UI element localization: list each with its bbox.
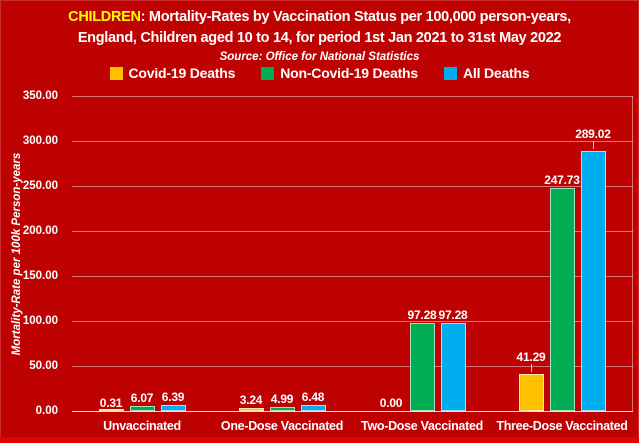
category-label-two-dose-vaccinated: Two-Dose Vaccinated: [361, 419, 483, 433]
y-axis-tick-label: 200.00: [22, 225, 58, 237]
bar-all-deaths-two-dose-vaccinated: [440, 323, 466, 411]
chart-source-line: Source: Office for National Statistics: [219, 51, 420, 63]
value-label: 6.07: [130, 390, 154, 405]
chart-title-line1: CHILDREN: Mortality-Rates by Vaccination…: [0, 8, 639, 26]
bar-non-covid-19-deaths-unvaccinated: [129, 405, 155, 411]
gridline: [72, 276, 633, 277]
y-axis-tick-label: 50.00: [29, 360, 58, 372]
bar-non-covid-19-deaths-three-dose-vaccinated: [549, 188, 575, 411]
bar-covid-19-deaths-three-dose-vaccinated: [518, 373, 544, 411]
bar-covid-19-deaths-unvaccinated: [98, 409, 124, 411]
category-label-three-dose-vaccinated: Three-Dose Vaccinated: [496, 419, 628, 433]
y-axis-tick-label: 0.00: [35, 405, 58, 417]
value-label: 289.02: [575, 126, 611, 141]
legend-label: Covid-19 Deaths: [128, 65, 236, 81]
plot-right-border: [632, 96, 633, 411]
legend-swatch-icon: [444, 66, 457, 80]
legend-swatch-icon: [109, 66, 123, 80]
legend-label: All Deaths: [463, 65, 530, 81]
legend-item-covid-19-deaths: Covid-19 Deaths: [109, 65, 236, 81]
legend-label: Non-Covid-19 Deaths: [280, 65, 418, 81]
value-label: 41.29: [516, 349, 546, 364]
value-label-leader-line: [531, 363, 532, 372]
category-label-one-dose-vaccinated: One-Dose Vaccinated: [220, 419, 344, 433]
value-label: 247.73: [544, 173, 580, 188]
value-label: 6.48: [301, 390, 325, 405]
bar-all-deaths-unvaccinated: [160, 405, 186, 411]
legend-item-non-covid-19-deaths: Non-Covid-19 Deaths: [261, 65, 418, 81]
gridline: [72, 321, 633, 322]
chart-title-highlight: CHILDREN: [68, 9, 141, 25]
bar-all-deaths-three-dose-vaccinated: [580, 150, 606, 411]
value-label: 97.28: [438, 308, 468, 323]
bar-covid-19-deaths-one-dose-vaccinated: [238, 408, 264, 411]
legend-swatch-icon: [261, 66, 275, 80]
value-label-leader-line: [593, 140, 594, 149]
x-axis-line: [72, 411, 633, 412]
value-label: 97.28: [407, 308, 437, 323]
gridline: [72, 186, 633, 187]
y-axis-tick-label: 150.00: [22, 270, 58, 282]
y-axis-tick-label: 250.00: [22, 180, 58, 192]
bar-all-deaths-one-dose-vaccinated: [300, 405, 326, 411]
y-axis-tick-label: 100.00: [22, 315, 58, 327]
chart-title-line1-rest: : Mortality-Rates by Vaccination Status …: [140, 9, 571, 25]
gridline: [72, 366, 633, 367]
chart-header: CHILDREN: Mortality-Rates by Vaccination…: [0, 0, 639, 64]
y-axis-title: Mortality-Rate per 100k Person-years: [11, 152, 23, 356]
value-label: 4.99: [270, 391, 294, 406]
category-label-unvaccinated: Unvaccinated: [103, 419, 181, 433]
bar-non-covid-19-deaths-two-dose-vaccinated: [409, 323, 435, 411]
gridline: [72, 231, 633, 232]
chart-title-line2: England, Children aged 10 to 14, for per…: [77, 30, 562, 46]
gridline: [72, 141, 633, 142]
bar-non-covid-19-deaths-one-dose-vaccinated: [269, 406, 295, 411]
value-label: 0.31: [99, 395, 123, 410]
y-axis-tick-label: 350.00: [22, 90, 58, 102]
value-label: 0.00: [379, 396, 403, 410]
y-axis-tick-label: 300.00: [22, 135, 58, 147]
gridline: [72, 96, 633, 97]
value-label: 3.24: [239, 393, 263, 408]
value-label: 6.39: [161, 390, 185, 405]
chart-legend: Covid-19 Deaths Non-Covid-19 Deaths All De…: [0, 64, 639, 82]
bottom-edge-strip: [0, 437, 639, 443]
legend-item-all-deaths: All Deaths: [444, 65, 530, 81]
